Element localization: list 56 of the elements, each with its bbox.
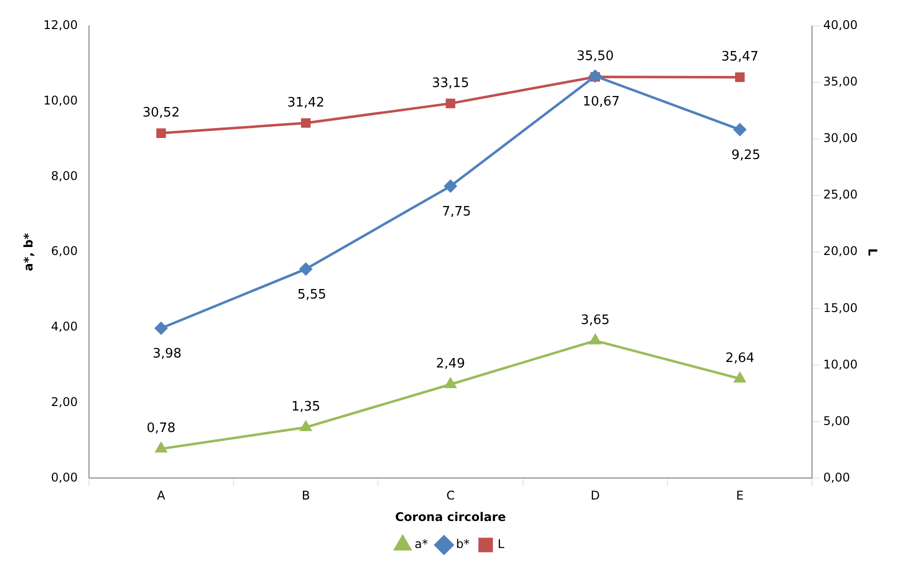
data-label: 1,35 xyxy=(291,400,320,415)
y2-tick-label: 5,00 xyxy=(823,414,850,428)
y-tick-label: 4,00 xyxy=(51,320,78,334)
x-tick-label: A xyxy=(156,488,166,503)
y-axis-title: a*, b* xyxy=(21,232,36,272)
legend-label: b* xyxy=(456,537,470,552)
data-label: 5,55 xyxy=(297,287,326,302)
data-label: 3,98 xyxy=(152,346,182,362)
y2-tick-label: 10,00 xyxy=(823,357,858,372)
y-tick-label: 8,00 xyxy=(51,168,78,183)
data-label: 7,75 xyxy=(442,204,471,220)
data-label: 30,52 xyxy=(142,106,180,121)
x-axis-title: Corona circolare xyxy=(395,510,506,524)
y-tick-label: 6,00 xyxy=(51,244,78,258)
x-tick-label: B xyxy=(302,488,310,503)
point xyxy=(734,123,746,136)
data-label: 0,78 xyxy=(146,421,176,436)
legend-label: L xyxy=(498,537,505,552)
y-tick-label: 12,00 xyxy=(43,18,78,32)
point xyxy=(734,372,746,382)
data-label: 31,42 xyxy=(287,95,324,110)
legend-label: a* xyxy=(414,537,428,552)
x-tick-label: C xyxy=(446,488,455,503)
point xyxy=(156,442,167,453)
point xyxy=(735,72,745,82)
point xyxy=(156,128,166,138)
point xyxy=(446,98,456,108)
y2-tick-label: 30,00 xyxy=(823,131,858,146)
y-tick-label: 10,00 xyxy=(43,93,78,108)
point xyxy=(301,118,311,128)
point xyxy=(444,378,456,388)
point xyxy=(300,421,312,432)
data-label: 2,64 xyxy=(725,351,754,366)
point xyxy=(444,180,457,192)
data-label: 35,50 xyxy=(576,49,614,64)
point xyxy=(300,262,312,276)
y2-tick-label: 0,00 xyxy=(823,470,850,484)
point xyxy=(588,70,602,82)
data-label: 9,25 xyxy=(731,148,760,164)
y2-tick-label: 40,00 xyxy=(823,18,858,32)
data-label: 35,47 xyxy=(721,50,759,65)
data-label: 3,65 xyxy=(580,313,610,328)
x-tick-label: D xyxy=(590,488,600,503)
data-label: 2,49 xyxy=(436,356,465,372)
y-tick-label: 0,00 xyxy=(51,470,78,484)
y-tick-label: 2,00 xyxy=(51,394,78,409)
data-label: 10,67 xyxy=(582,94,620,110)
y2-axis-title: L xyxy=(866,248,880,256)
point xyxy=(154,322,168,334)
y2-tick-label: 25,00 xyxy=(823,188,858,202)
y2-tick-label: 35,00 xyxy=(823,74,858,89)
y2-tick-label: 20,00 xyxy=(823,244,858,258)
data-label: 33,15 xyxy=(432,76,470,91)
point xyxy=(590,334,601,344)
x-tick-label: E xyxy=(736,488,744,503)
y2-tick-label: 15,00 xyxy=(823,300,858,315)
